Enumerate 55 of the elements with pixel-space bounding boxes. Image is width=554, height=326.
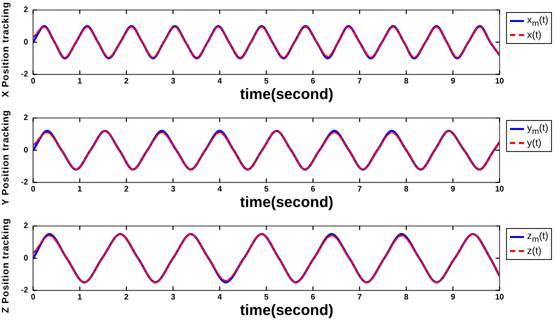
y-tick-label: -2 [20,178,29,187]
y-tick-label: -2 [20,70,29,79]
y-tick-label: 2 [24,5,29,14]
x-tick-label: 0 [30,292,36,302]
x-axis-title: time(second) [240,302,334,319]
x-tick-label: 1 [78,292,83,302]
legend-label: y(t) [527,138,542,148]
legend-label: z$_{m}$(t) [527,230,548,244]
x-tick-label: 7 [357,184,362,194]
x-tick-label: 8 [404,184,410,194]
x-tick-label: 0 [30,184,36,194]
x-tick-label: 1 [78,76,83,86]
y-tick-label: 0 [24,37,29,46]
x-tick-label: 7 [357,76,362,86]
line-series [33,232,500,284]
x-tick-label: 1 [78,184,83,194]
x-tick-label: 2 [124,76,130,86]
legend-label: x(t) [527,30,542,40]
y-tick-label: 0 [24,253,29,262]
x-tick-label: 0 [30,76,36,86]
x-tick-label: 3 [170,184,176,194]
x-tick-label: 5 [264,292,270,302]
x-tick-label: 9 [450,184,456,194]
x-tick-label: 6 [310,184,316,194]
x-tick-label: 4 [217,76,222,86]
x-tick-label: 5 [264,76,270,86]
x-tick-label: 8 [404,292,410,302]
x-tick-label: 4 [217,184,222,194]
x-tick-label: 5 [264,184,270,194]
legend-label: x$_{m}$(t) [527,14,548,28]
x-axis-title: time(second) [240,194,334,211]
y-axis-title: Y Position tracking [0,108,12,208]
x-axis-title: time(second) [240,86,334,103]
x-tick-label: 10 [495,292,505,302]
x-tick-label: 2 [124,292,130,302]
y-tick-label: 0 [24,145,29,154]
x-tick-label: 10 [495,184,505,194]
x-tick-label: 10 [495,76,505,86]
x-tick-label: 9 [450,76,456,86]
x-tick-label: 3 [170,76,176,86]
x-tick-label: 6 [310,76,316,86]
legend-label: y$_{m}$(t) [527,122,548,136]
y-tick-label: 2 [24,221,29,230]
legend-label: z(t) [527,246,542,256]
x-tick-label: 4 [217,292,222,302]
x-tick-label: 2 [124,184,130,194]
x-tick-label: 3 [170,292,176,302]
x-tick-label: 6 [310,292,316,302]
y-axis-title: Z Position tracking [0,217,12,316]
y-tick-label: -2 [20,286,29,295]
y-axis-title: X Position tracking [0,0,12,100]
x-tick-label: 9 [450,292,456,302]
x-tick-label: 7 [357,292,362,302]
x-tick-label: 8 [404,76,410,86]
y-tick-label: 2 [24,113,29,122]
